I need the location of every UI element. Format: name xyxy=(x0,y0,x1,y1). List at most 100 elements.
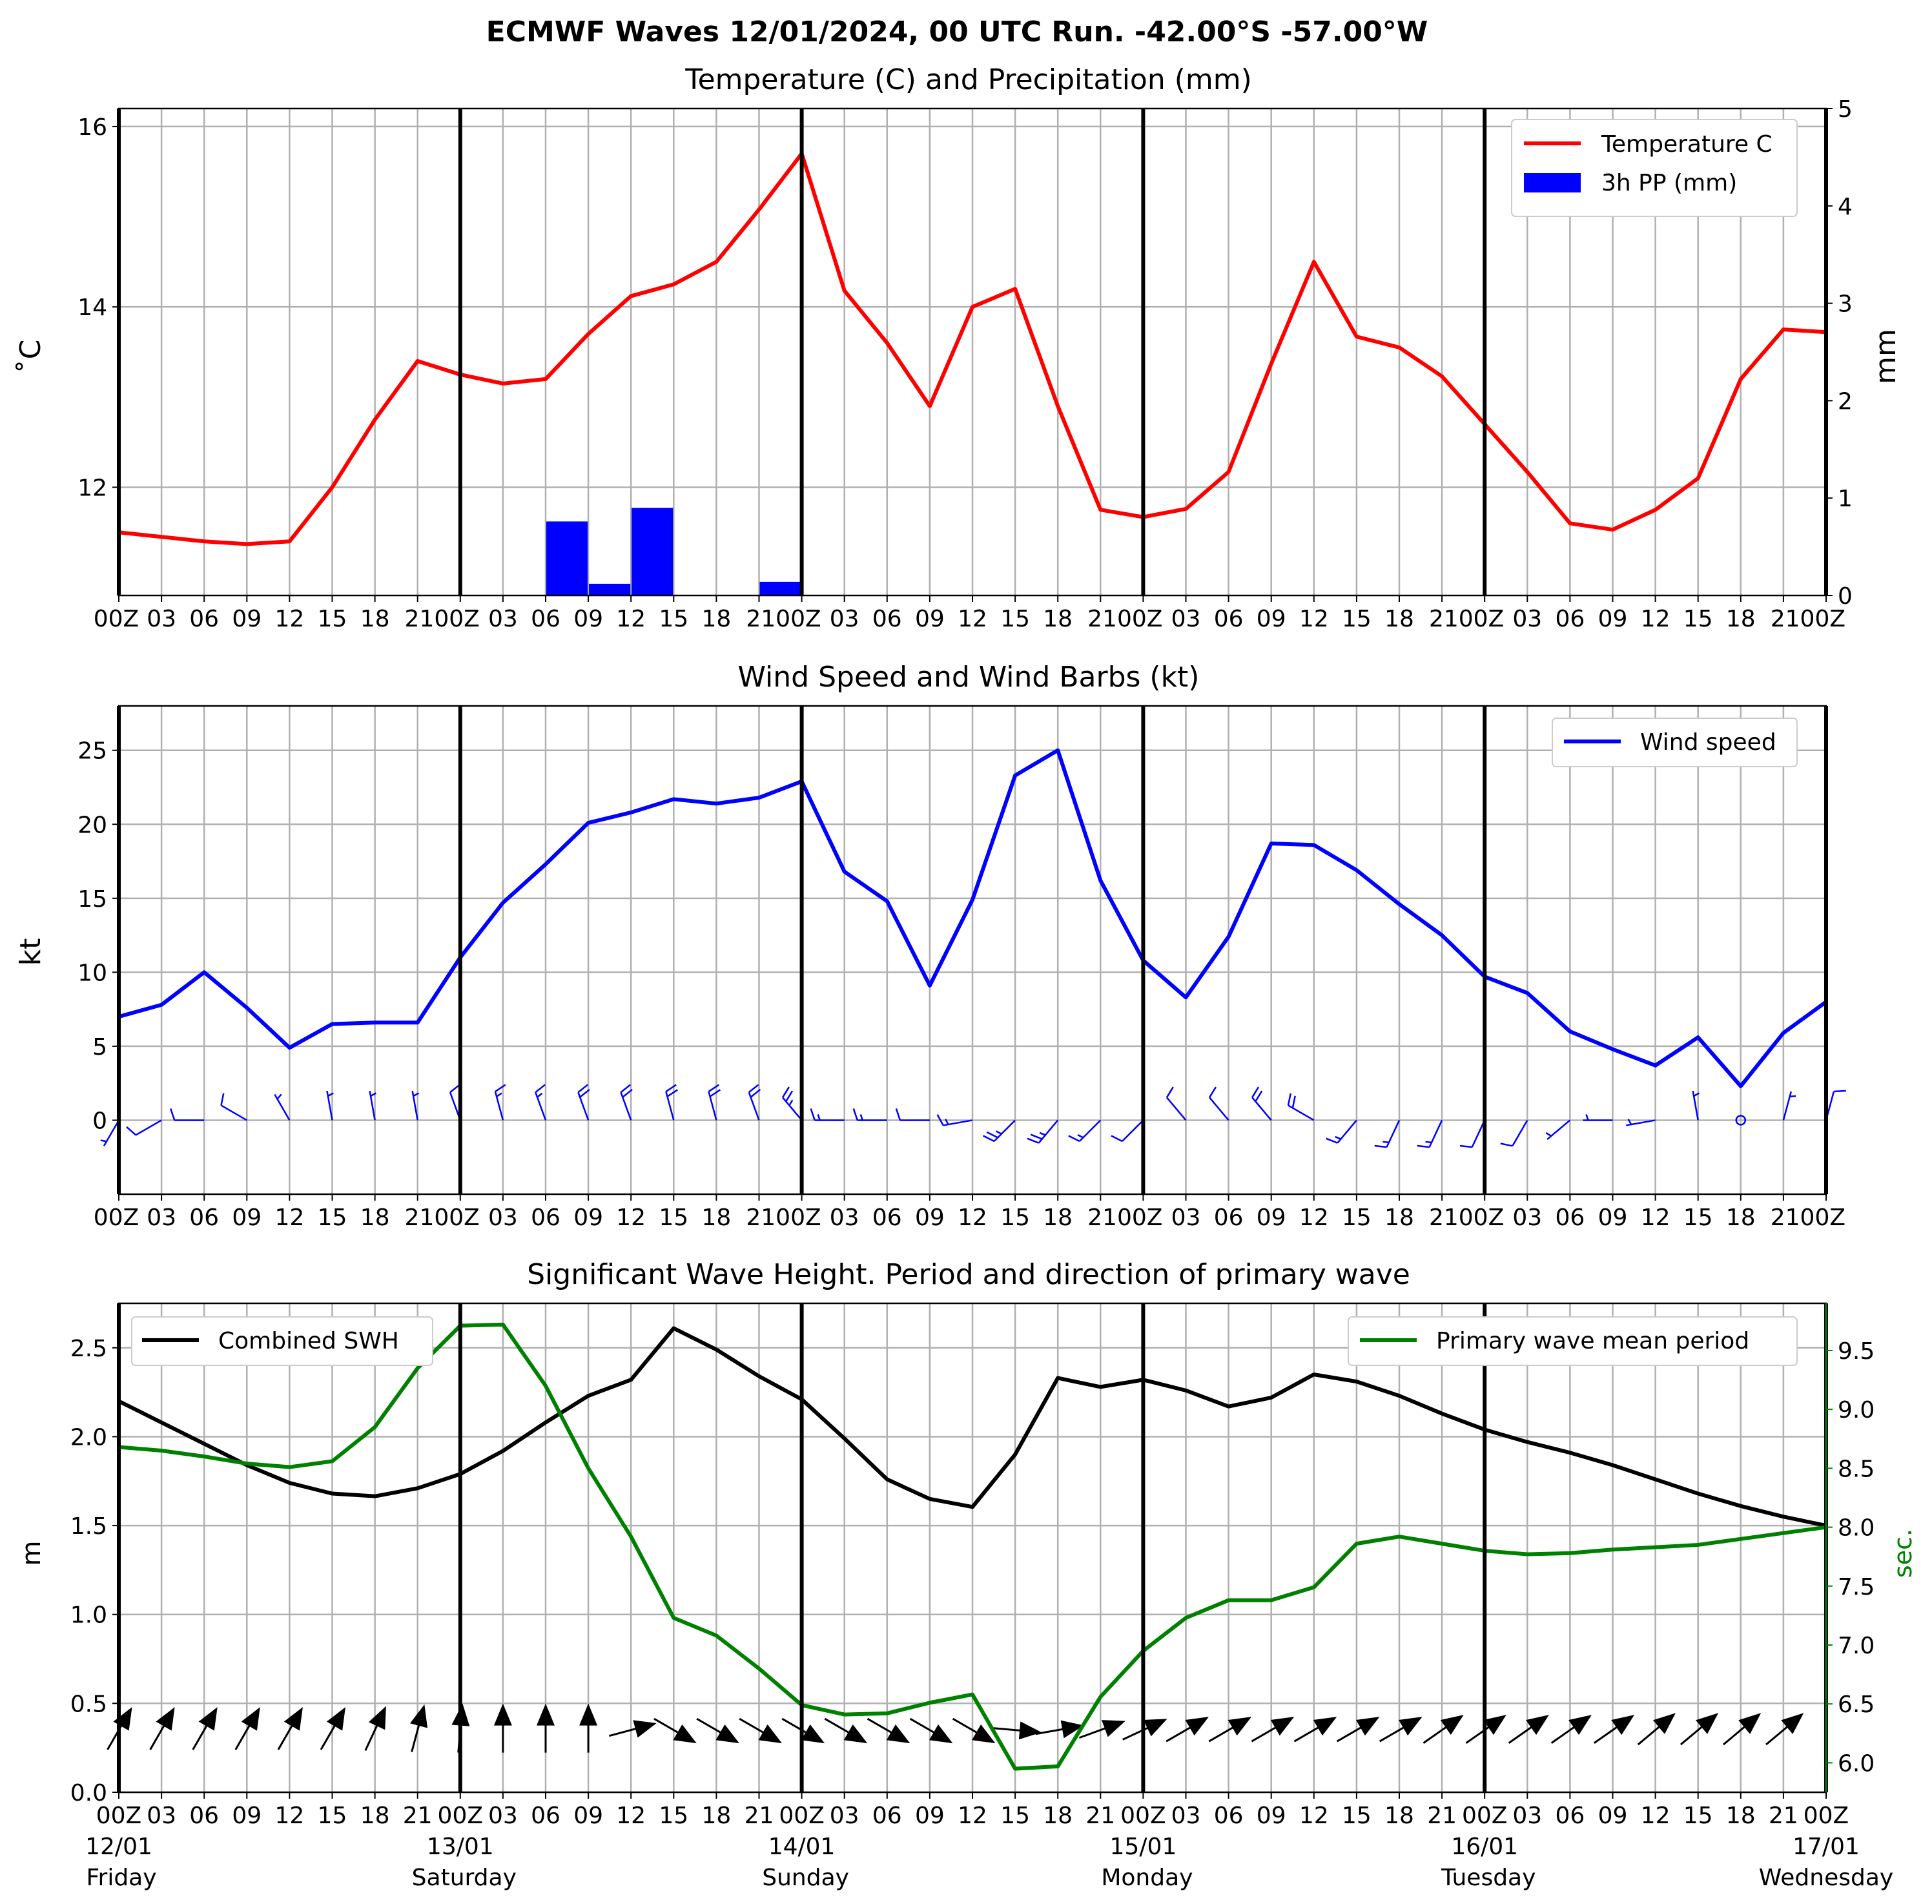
wave-arrow xyxy=(952,1717,996,1744)
wind-barb xyxy=(1374,1119,1401,1148)
arrow-head xyxy=(1355,1717,1380,1736)
day-labels: 12/01 Friday 13/01 Saturday 14/01 Sunday 15/01… xyxy=(85,1834,1893,1891)
barb-half xyxy=(817,1114,821,1121)
y2-tick-label: 2 xyxy=(1838,388,1853,415)
x-tick-label: 03 xyxy=(1171,1803,1201,1829)
x-tick-label: 06 xyxy=(872,1803,902,1829)
wave-arrow xyxy=(1508,1715,1549,1744)
x-tick-label: 06 xyxy=(1555,606,1585,632)
wind-barb xyxy=(983,1119,1016,1143)
wind-barb xyxy=(1692,1090,1700,1121)
barb-half xyxy=(995,1130,1002,1135)
x-tick-label: 00Z xyxy=(438,1803,483,1829)
barb-half xyxy=(1585,1114,1589,1121)
x-tick-label: 06 xyxy=(872,1205,902,1231)
barb-flag xyxy=(620,1084,632,1093)
arrow-head xyxy=(1483,1715,1506,1735)
arrow-head xyxy=(241,1707,260,1731)
x-tick-label: 06 xyxy=(1214,1803,1244,1829)
barb-flag xyxy=(1459,1144,1472,1148)
day-date-label: 16/01 xyxy=(1451,1834,1518,1860)
wind-barb xyxy=(810,1108,845,1121)
x-tick-label: 09 xyxy=(573,1205,603,1231)
x-tick-label: 03 xyxy=(147,1205,176,1231)
y-tick-label: 10 xyxy=(77,960,107,986)
barb-half xyxy=(788,1099,794,1106)
wave-arrow xyxy=(1251,1717,1295,1743)
barb-flag xyxy=(495,1084,506,1093)
x-tick-label: 12 xyxy=(1299,606,1329,632)
wave-arrow xyxy=(1336,1717,1380,1743)
y2-tick-label: 7.5 xyxy=(1838,1574,1875,1600)
barb-half xyxy=(537,1092,543,1098)
x-tick-label: 12 xyxy=(958,1205,987,1231)
panel3-title: Significant Wave Height. Period and dire… xyxy=(527,1258,1410,1291)
barb-flag xyxy=(1500,1143,1513,1147)
wind-barb xyxy=(1326,1119,1357,1144)
arrow-head xyxy=(843,1724,868,1744)
plot-frame xyxy=(118,705,1827,1195)
barb-half xyxy=(1382,1141,1390,1144)
x-tick-label: 03 xyxy=(830,1205,859,1231)
x-tick-label: 06 xyxy=(531,606,560,632)
y2-tick-label: 6.0 xyxy=(1838,1750,1875,1777)
x-tick-label: 06 xyxy=(1555,1803,1585,1829)
day-name-label: Monday xyxy=(1101,1865,1193,1891)
x-tick-label: 15 xyxy=(659,1803,688,1829)
barb-flag xyxy=(1251,1086,1260,1098)
x-tick-label: 12 xyxy=(616,606,646,632)
x-tick-label: 15 xyxy=(1000,1803,1030,1829)
wave-arrow xyxy=(1637,1713,1676,1746)
x-tick-label: 06 xyxy=(189,1205,219,1231)
wave-arrow xyxy=(493,1703,512,1753)
panel1-series xyxy=(118,151,1827,546)
barb-flag xyxy=(1027,1137,1040,1144)
panel2-legend: Wind speed xyxy=(1552,718,1798,767)
x-tick-label: 09 xyxy=(232,1803,262,1829)
x-tick-label: 03 xyxy=(1512,1803,1542,1829)
panel3-legend-swh: Combined SWH xyxy=(131,1316,433,1366)
y2-tick-label: 3 xyxy=(1838,291,1853,318)
wave-arrow xyxy=(579,1703,598,1753)
y-tick-label: 1.5 xyxy=(70,1513,107,1540)
panel3-y2label: sec. xyxy=(1889,1529,1917,1578)
x-tick-label: 03 xyxy=(147,1803,176,1829)
x-tick-label: 2100Z xyxy=(405,606,480,632)
x-tick-label: 03 xyxy=(1171,606,1201,632)
x-tick-label: 21 xyxy=(1085,1803,1115,1829)
wave-arrow xyxy=(149,1707,175,1750)
day-name-label: Wednesday xyxy=(1759,1865,1893,1891)
wind-barb xyxy=(748,1084,761,1121)
panel1-y2label: mm xyxy=(1869,329,1902,384)
arrow-head xyxy=(156,1707,175,1731)
wind-barb xyxy=(708,1084,721,1121)
x-tick-label: 00Z xyxy=(94,606,139,632)
legend-precip-swatch xyxy=(1524,173,1581,192)
barb-flag xyxy=(785,1090,794,1102)
wind-barb xyxy=(895,1108,930,1121)
barb-flag xyxy=(709,1089,721,1097)
x-tick-label: 18 xyxy=(1384,1803,1414,1829)
x-tick-label: 2100Z xyxy=(1771,1205,1845,1231)
x-tick-label: 03 xyxy=(488,606,518,632)
wave-arrow xyxy=(277,1707,303,1750)
calm-circle xyxy=(1735,1115,1747,1126)
legend-period-label: Primary wave mean period xyxy=(1436,1328,1749,1354)
y2-tick-label: 9.5 xyxy=(1838,1338,1875,1365)
wind-barb xyxy=(852,1108,887,1121)
arrow-head xyxy=(579,1703,598,1726)
y-tick-label: 14 xyxy=(77,295,107,321)
y2-tick-label: 8.0 xyxy=(1838,1515,1875,1542)
x-tick-label: 2100Z xyxy=(1087,606,1162,632)
x-tick-label: 09 xyxy=(915,606,945,632)
barb-half xyxy=(413,1092,420,1097)
panel2-series xyxy=(118,748,1827,1088)
x-tick-label: 18 xyxy=(360,1803,390,1829)
barb-flag xyxy=(983,1135,995,1143)
x-tick-label: 18 xyxy=(360,606,390,632)
barb-half xyxy=(1425,1141,1432,1144)
barb-flag xyxy=(1255,1090,1263,1102)
arrow-head xyxy=(283,1707,303,1731)
x-tick-label: 12 xyxy=(274,606,304,632)
barb-half xyxy=(276,1093,282,1100)
